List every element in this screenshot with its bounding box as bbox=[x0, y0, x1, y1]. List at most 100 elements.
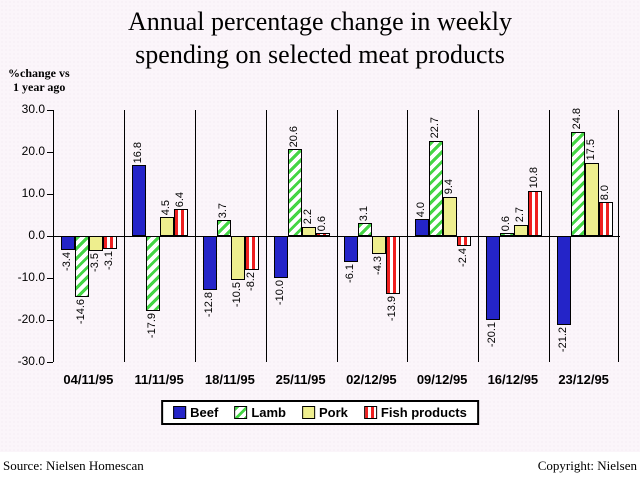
bar-fish-products bbox=[174, 209, 189, 236]
bar-beef bbox=[61, 236, 76, 251]
x-axis-category-label: 25/11/95 bbox=[275, 372, 326, 387]
bar-value-label: -17.9 bbox=[146, 313, 159, 339]
bar-fish-products bbox=[457, 236, 472, 247]
y-axis-tick-label: -20.0 bbox=[17, 312, 45, 326]
bar-pork bbox=[513, 224, 528, 236]
group-separator bbox=[124, 110, 126, 362]
y-axis-tick-label: -30.0 bbox=[17, 354, 45, 368]
bar-value-label: 9.4 bbox=[443, 179, 456, 195]
legend-swatch-icon bbox=[234, 406, 248, 419]
y-axis-tick-label: 30.0 bbox=[21, 102, 45, 116]
x-axis-category-label: 23/12/95 bbox=[558, 372, 609, 387]
bar-value-label: 24.8 bbox=[570, 108, 583, 130]
bar-value-label: -12.8 bbox=[202, 291, 215, 317]
bar-value-label: 2.7 bbox=[513, 207, 526, 223]
bar-value-label: 16.8 bbox=[132, 142, 145, 164]
bar-value-label: -14.6 bbox=[75, 299, 88, 325]
bar-value-label: 3.1 bbox=[358, 205, 371, 221]
legend: Beef Lamb Pork Fish products bbox=[161, 400, 479, 425]
bar-value-label: -2.4 bbox=[457, 248, 470, 268]
legend-label: Beef bbox=[190, 405, 219, 420]
bar-beef bbox=[273, 236, 288, 278]
bar-beef bbox=[415, 219, 430, 236]
y-axis-tick bbox=[47, 193, 53, 195]
chart-title-line1: Annual percentage change in weekly bbox=[127, 7, 513, 36]
group-separator bbox=[265, 110, 267, 362]
bar-pork bbox=[584, 162, 599, 236]
bar-value-label: 8.0 bbox=[598, 185, 611, 201]
x-axis-category-label: 18/11/95 bbox=[204, 372, 255, 387]
bar-value-label: -20.1 bbox=[485, 322, 498, 348]
bar-lamb bbox=[287, 149, 302, 236]
chart-title: Annual percentage change in weekly spend… bbox=[0, 6, 640, 71]
bar-value-label: -6.1 bbox=[344, 263, 357, 283]
bar-lamb bbox=[570, 131, 585, 236]
y-axis-label: %change vs 1 year ago bbox=[8, 66, 70, 95]
bar-pork bbox=[372, 236, 387, 255]
legend-swatch-icon bbox=[302, 406, 315, 419]
footer: Source: Nielsen Homescan Copyright: Niel… bbox=[0, 452, 640, 480]
bar-value-label: 17.5 bbox=[584, 139, 597, 161]
bar-beef bbox=[485, 236, 500, 321]
bar-beef bbox=[202, 236, 217, 290]
bar-fish-products bbox=[598, 202, 613, 236]
group-separator bbox=[195, 110, 196, 362]
bar-value-label: -10.5 bbox=[230, 282, 243, 308]
bar-value-label: 0.6 bbox=[499, 216, 512, 232]
legend-item-pork: Pork bbox=[302, 405, 348, 420]
y-axis-label-line2: 1 year ago bbox=[13, 80, 66, 95]
bar-value-label: -3.5 bbox=[89, 252, 102, 272]
bar-fish-products bbox=[315, 233, 330, 236]
source-text: Source: Nielsen Homescan bbox=[3, 458, 144, 473]
bar-beef bbox=[556, 236, 571, 326]
x-axis-category-label: 09/12/95 bbox=[416, 372, 468, 387]
y-axis-tick bbox=[47, 235, 53, 237]
y-axis-tick-label: 0.0 bbox=[28, 228, 45, 242]
bar-value-label: 10.8 bbox=[527, 167, 540, 189]
bar-lamb bbox=[216, 220, 231, 236]
y-axis-tick-label: -10.0 bbox=[17, 270, 45, 284]
bar-fish-products bbox=[527, 190, 542, 236]
copyright-text: Copyright: Nielsen bbox=[537, 458, 637, 473]
y-axis-tick-label: 10.0 bbox=[21, 186, 45, 200]
bar-lamb bbox=[358, 222, 373, 236]
legend-item-fish-products: Fish products bbox=[363, 405, 467, 420]
x-axis-category-label: 04/11/95 bbox=[63, 372, 114, 387]
chart-background: Annual percentage change in weekly spend… bbox=[0, 0, 640, 452]
plot-area: -3.4 16.8 -12.8 -10.0 -6.1 4.0 -20.1 -21.2 -14.6… bbox=[53, 108, 620, 362]
group-separator bbox=[548, 110, 550, 362]
y-axis-tick bbox=[47, 277, 53, 279]
bar-fish-products bbox=[244, 236, 259, 271]
bar-pork bbox=[230, 236, 245, 281]
y-axis-label-line1: %change vs bbox=[8, 66, 70, 80]
group-separator bbox=[407, 110, 409, 362]
x-axis-category-label: 16/12/95 bbox=[487, 372, 539, 387]
bar-value-label: -13.9 bbox=[386, 296, 399, 322]
bar-pork bbox=[301, 226, 316, 236]
legend-swatch-icon bbox=[173, 406, 187, 419]
legend-label: Pork bbox=[319, 405, 348, 420]
bar-value-label: 6.4 bbox=[174, 191, 187, 208]
bar-value-label: -3.4 bbox=[61, 252, 74, 272]
x-axis-category-label: 11/11/95 bbox=[134, 372, 184, 387]
bar-fish-products bbox=[103, 236, 118, 250]
y-axis-tick bbox=[47, 319, 53, 321]
bar-pork bbox=[89, 236, 104, 251]
bar-value-label: -10.0 bbox=[273, 280, 286, 306]
bar-fish-products bbox=[386, 236, 401, 295]
y-axis-tick bbox=[47, 109, 53, 111]
bar-value-label: 20.6 bbox=[287, 126, 300, 148]
bar-lamb bbox=[499, 233, 514, 236]
bar-value-label: -4.3 bbox=[372, 256, 385, 276]
y-axis-tick bbox=[47, 361, 53, 363]
group-separator bbox=[336, 110, 338, 362]
bar-value-label: 0.6 bbox=[315, 216, 328, 232]
y-axis-tick bbox=[47, 151, 53, 153]
legend-label: Fish products bbox=[380, 405, 467, 420]
y-axis-tick-label: 20.0 bbox=[21, 144, 45, 158]
legend-label: Lamb bbox=[251, 405, 286, 420]
bar-value-label: 22.7 bbox=[429, 117, 442, 139]
bar-lamb bbox=[75, 236, 90, 298]
bar-beef bbox=[132, 165, 147, 236]
bar-value-label: 4.0 bbox=[415, 201, 428, 218]
